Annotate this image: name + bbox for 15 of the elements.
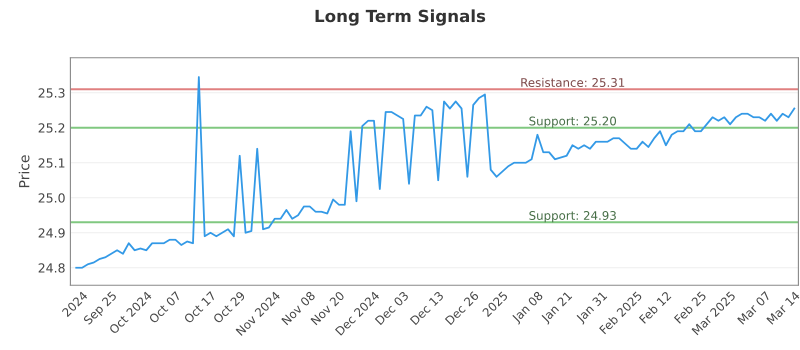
x-tick-label: Dec 13 [410, 290, 444, 326]
y-axis-title: Price [18, 155, 30, 188]
y-tick-label: 25.1 [38, 158, 64, 168]
ref-line-label: Support: 25.20 [529, 116, 616, 128]
ref-line-label: Resistance: 25.31 [521, 78, 624, 87]
line-series [75, 76, 796, 269]
y-tick-label: 24.8 [38, 263, 65, 273]
y-tick-label: 25.3 [38, 88, 65, 98]
x-tick-label: Dec 26 [444, 290, 480, 326]
y-tick-label: 25.0 [38, 193, 65, 203]
chart-title: Long Term Signals [316, 9, 486, 26]
y-tick-label: 24.9 [38, 228, 65, 238]
x-tick-label: Oct 29 [212, 290, 246, 324]
ref-line-label: Support: 24.93 [529, 211, 616, 222]
y-tick-label: 25.2 [38, 123, 64, 133]
